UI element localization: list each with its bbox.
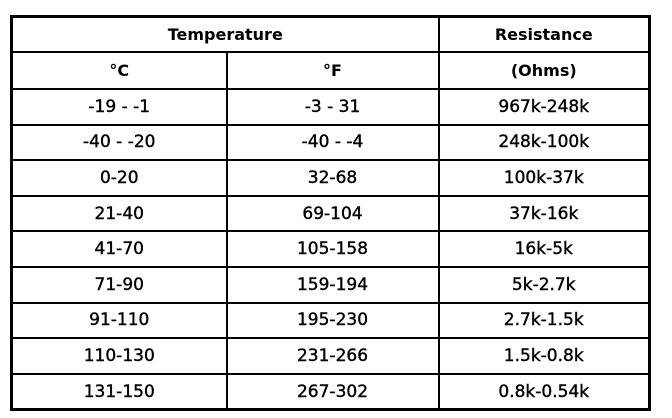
table-cell: 41-70 bbox=[10, 230, 228, 268]
table-row: 131-150 267-302 0.8k-0.54k bbox=[10, 372, 651, 411]
table-cell: 100k-37k bbox=[437, 159, 651, 197]
table-cell: 159-194 bbox=[225, 265, 440, 304]
table-cell: 231-266 bbox=[225, 337, 440, 375]
table-cell: -3 - 31 bbox=[225, 88, 440, 126]
table-cell: 1.5k-0.8k bbox=[437, 337, 651, 375]
table-row: 110-130 231-266 1.5k-0.8k bbox=[10, 337, 651, 375]
table-cell: 5k-2.7k bbox=[437, 265, 651, 304]
table-cell: 0-20 bbox=[10, 159, 228, 197]
table-cell: 110-130 bbox=[10, 337, 228, 375]
table-cell: 21-40 bbox=[10, 194, 228, 233]
group-header: Resistance bbox=[437, 15, 651, 53]
table-cell: -40 - -20 bbox=[10, 123, 228, 162]
table-cell: 967k-248k bbox=[437, 88, 651, 126]
table-cell: 267-302 bbox=[225, 372, 440, 411]
unit-header: °C bbox=[10, 51, 228, 90]
table-row: 71-90 159-194 5k-2.7k bbox=[10, 265, 651, 304]
table-cell: -19 - -1 bbox=[10, 88, 228, 126]
table-row: -19 - -1 -3 - 31 967k-248k bbox=[10, 88, 651, 126]
table-cell: 248k-100k bbox=[437, 123, 651, 162]
table-row: 0-20 32-68 100k-37k bbox=[10, 159, 651, 197]
table-cell: 16k-5k bbox=[437, 230, 651, 268]
unit-header: (Ohms) bbox=[437, 51, 651, 90]
table-cell: 105-158 bbox=[225, 230, 440, 268]
table-cell: 71-90 bbox=[10, 265, 228, 304]
table-row: 41-70 105-158 16k-5k bbox=[10, 230, 651, 268]
table-row: 91-110 195-230 2.7k-1.5k bbox=[10, 301, 651, 340]
thermistor-table: Temperature Resistance °C °F (Ohms) -19 … bbox=[10, 15, 651, 412]
table-cell: 91-110 bbox=[10, 301, 228, 340]
table-cell: 37k-16k bbox=[437, 194, 651, 233]
table-row: -40 - -20 -40 - -4 248k-100k bbox=[10, 123, 651, 162]
group-header: Temperature bbox=[10, 15, 440, 53]
table-cell: 2.7k-1.5k bbox=[437, 301, 651, 340]
table-cell: -40 - -4 bbox=[225, 123, 440, 162]
table-cell: 69-104 bbox=[225, 194, 440, 233]
table-cell: 0.8k-0.54k bbox=[437, 372, 651, 411]
group-header-row: Temperature Resistance bbox=[10, 15, 651, 53]
unit-header: °F bbox=[225, 51, 440, 90]
table-cell: 32-68 bbox=[225, 159, 440, 197]
table-cell: 131-150 bbox=[10, 372, 228, 411]
table-cell: 195-230 bbox=[225, 301, 440, 340]
unit-header-row: °C °F (Ohms) bbox=[10, 51, 651, 90]
table-row: 21-40 69-104 37k-16k bbox=[10, 194, 651, 233]
